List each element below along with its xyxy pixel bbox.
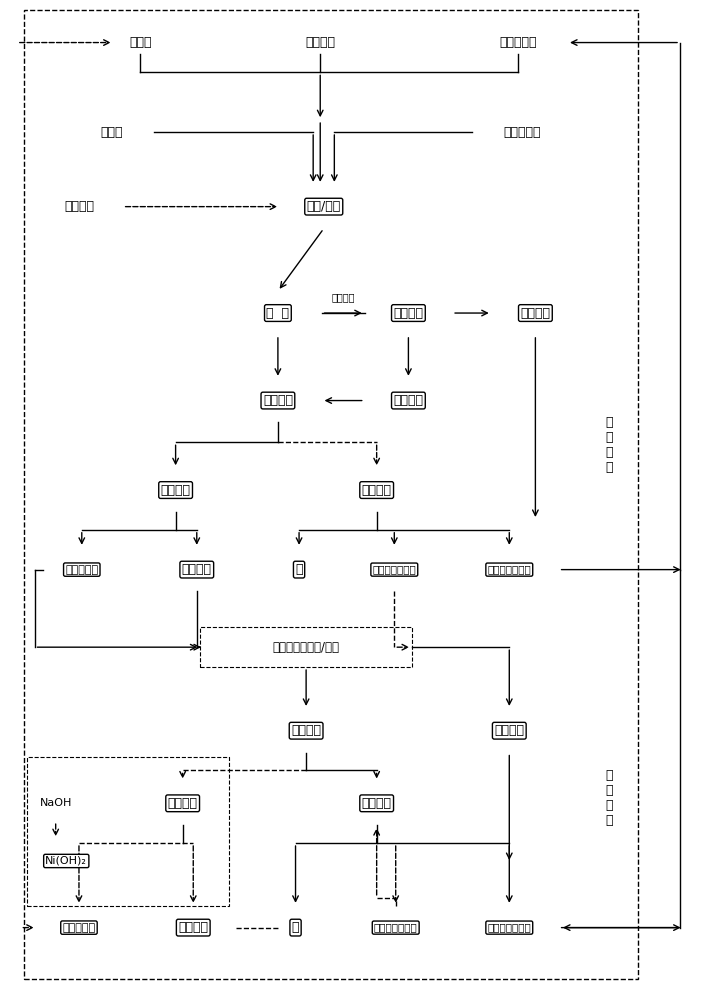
Text: 萃镍后水相: 萃镍后水相 <box>63 923 95 933</box>
Text: 硫酸镍液: 硫酸镍液 <box>178 921 208 934</box>
Text: NaOH: NaOH <box>40 798 72 808</box>
Text: 离心萃取: 离心萃取 <box>161 484 191 497</box>
Text: 水和循环液: 水和循环液 <box>499 36 537 49</box>
Text: 过氧化氢: 过氧化氢 <box>65 200 95 213</box>
Text: 萃铜后水相: 萃铜后水相 <box>65 565 98 575</box>
Text: 循环液: 循环液 <box>129 36 151 49</box>
Text: 第二铜电积后液: 第二铜电积后液 <box>373 565 416 575</box>
Text: 二次浸出: 二次浸出 <box>393 307 424 320</box>
Text: Ni(OH)₂: Ni(OH)₂ <box>46 856 87 866</box>
Text: 第一镍电积后液: 第一镍电积后液 <box>488 923 531 933</box>
Text: 钙钠碳酸盐除杂/过滤: 钙钠碳酸盐除杂/过滤 <box>272 641 340 654</box>
Text: 离心萃取: 离心萃取 <box>168 797 198 810</box>
Text: 旋流电积: 旋流电积 <box>362 484 392 497</box>
Text: 二次滤液: 二次滤液 <box>393 394 424 407</box>
Text: 镍: 镍 <box>292 921 299 934</box>
Text: 第二滤液: 第二滤液 <box>291 724 321 737</box>
Text: 过  滤: 过 滤 <box>267 307 289 320</box>
Text: 浓硫酸: 浓硫酸 <box>100 126 123 139</box>
Text: 被提取物: 被提取物 <box>305 36 335 49</box>
Text: 二次滤渣: 二次滤渣 <box>520 307 550 320</box>
Text: 第一滤液: 第一滤液 <box>263 394 293 407</box>
Text: 一次滤渣: 一次滤渣 <box>331 292 355 302</box>
Text: 第一铜电积后液: 第一铜电积后液 <box>488 565 531 575</box>
Text: 浆化/浸出: 浆化/浸出 <box>306 200 341 213</box>
Text: 第二镍电积后液: 第二镍电积后液 <box>374 923 417 933</box>
Text: 铜: 铜 <box>295 563 303 576</box>
Text: 综
合
利
用: 综 合 利 用 <box>606 416 613 474</box>
Text: 旋流电积: 旋流电积 <box>362 797 392 810</box>
Text: 第二滤渣: 第二滤渣 <box>494 724 524 737</box>
Text: 细菌助浸剂: 细菌助浸剂 <box>503 126 541 139</box>
Text: 硫酸铜液: 硫酸铜液 <box>182 563 212 576</box>
Text: 综
合
利
用: 综 合 利 用 <box>606 769 613 827</box>
